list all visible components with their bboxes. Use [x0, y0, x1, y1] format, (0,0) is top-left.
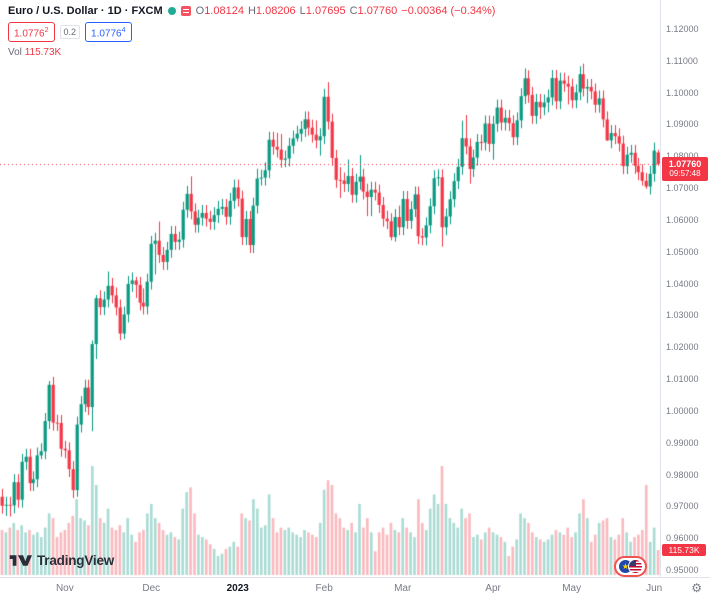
price-tick-label: 1.11000 [666, 55, 698, 66]
last-price-value: 1.07760 [668, 158, 702, 169]
sell-button[interactable]: 1.07762 [8, 22, 55, 43]
price-tick-label: 1.03000 [666, 310, 699, 321]
bar-countdown: 09:57:48 [669, 168, 701, 178]
time-axis[interactable]: ⚙ Nov Dec 2023 Feb Mar Apr May Jun [0, 577, 710, 600]
tradingview-logo-text: TradingView [37, 553, 115, 568]
gear-icon[interactable]: ⚙ [691, 581, 702, 595]
time-axis-label-jun: Jun [646, 583, 663, 594]
price-tick-label: 1.05000 [666, 246, 699, 257]
high-value: 1.08206 [255, 5, 296, 17]
spread-value: 0.2 [59, 25, 81, 40]
candlestick-chart[interactable] [0, 0, 660, 577]
price-tick-label: 0.99000 [666, 437, 699, 448]
time-axis-label-mar: Mar [394, 583, 412, 594]
price-tick-label: 0.96000 [666, 533, 699, 544]
time-axis-label-apr: Apr [485, 583, 501, 594]
price-tick-label: 1.00000 [666, 405, 699, 416]
time-axis-label-feb: Feb [315, 583, 333, 594]
price-tick-label: 0.97000 [666, 501, 699, 512]
price-tick-label: 1.07000 [666, 183, 699, 194]
price-tick-label: 1.12000 [666, 24, 699, 34]
buy-button[interactable]: 1.07764 [85, 22, 132, 43]
price-tick-label: 1.09000 [666, 119, 699, 130]
market-status-dot-icon [167, 7, 176, 15]
price-tick-label: 0.95000 [666, 565, 699, 575]
close-label: C [349, 5, 358, 17]
price-tick-label: 1.01000 [666, 374, 699, 385]
chart-legend: Euro / U.S. Dollar · 1D · FXCM O1.08124 … [8, 5, 495, 58]
price-tick-label: 1.10000 [666, 87, 699, 98]
volume-label: Vol [8, 47, 22, 59]
change-value: −0.00364 (−0.34%) [401, 5, 496, 17]
low-value: 1.07695 [305, 5, 346, 17]
price-tick-label: 1.08000 [666, 151, 699, 161]
pair-logo: ★ [614, 556, 647, 577]
quote-list-icon[interactable] [180, 6, 191, 16]
open-label: O [195, 5, 205, 17]
time-axis-label-nov: Nov [55, 583, 74, 594]
high-label: H [247, 5, 256, 17]
price-tick-label: 0.98000 [666, 469, 699, 480]
close-value: 1.07760 [357, 5, 398, 17]
ohlc-values: O1.08124 H1.08206 L1.07695 C1.07760 −0.0… [196, 5, 496, 17]
symbol-title[interactable]: Euro / U.S. Dollar · 1D · FXCM [8, 5, 163, 17]
price-axis[interactable]: 1.07760 09:57:48 115.73K 1.12000 1.11000 1… [660, 0, 710, 577]
volume-value: 115.73K [24, 47, 62, 59]
last-price-badge: 1.07760 09:57:48 [662, 156, 708, 181]
price-tick-label: 1.06000 [666, 214, 699, 225]
low-label: L [299, 5, 306, 17]
open-value: 1.08124 [204, 5, 244, 17]
tradingview-mark-icon [9, 555, 32, 566]
price-tick-label: 1.02000 [666, 342, 699, 353]
time-axis-label-2023: 2023 [226, 583, 249, 594]
tradingview-logo[interactable]: TradingView [9, 553, 114, 568]
price-tick-label: 1.04000 [666, 278, 699, 289]
time-axis-label-may: May [562, 583, 582, 594]
usd-flag-icon [628, 559, 643, 574]
volume-axis-badge: 115.73K [662, 544, 706, 557]
time-axis-label-dec: Dec [142, 583, 161, 594]
